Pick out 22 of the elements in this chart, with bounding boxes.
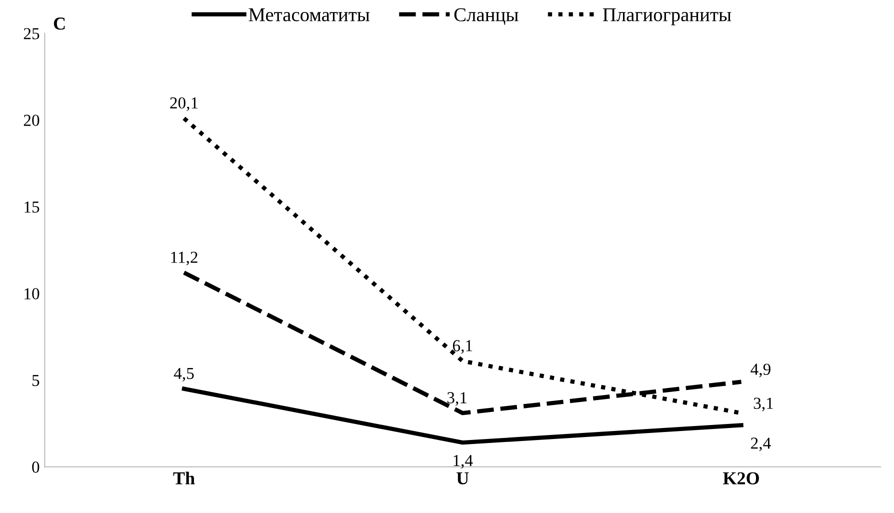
data-label: 4,9 xyxy=(750,364,770,378)
y-tick-label: 5 xyxy=(32,375,40,386)
data-label: 6,1 xyxy=(452,340,472,354)
x-tick-label: K2O xyxy=(723,472,759,484)
data-label: 3,1 xyxy=(447,392,467,406)
data-label: 2,4 xyxy=(751,438,771,452)
legend-label: Метасоматиты xyxy=(248,8,370,22)
y-tick-label: 0 xyxy=(32,462,40,473)
y-tick-label: 25 xyxy=(24,28,40,40)
y-tick-label: 20 xyxy=(24,114,40,126)
data-label: 20,1 xyxy=(170,97,198,111)
data-label: 1,4 xyxy=(454,455,473,469)
legend-label: Сланцы xyxy=(454,8,518,25)
data-label: 3,1 xyxy=(754,398,773,412)
x-tick-label: Th xyxy=(173,472,195,484)
data-label: 4,5 xyxy=(174,368,194,382)
data-label: 11,2 xyxy=(171,252,198,266)
legend-label: Плагиограниты xyxy=(602,8,732,26)
y-tick-label: 10 xyxy=(24,288,40,300)
y-tick-label: 15 xyxy=(24,202,40,213)
y-axis-title: C xyxy=(54,18,65,30)
x-tick-label: U xyxy=(456,472,469,484)
